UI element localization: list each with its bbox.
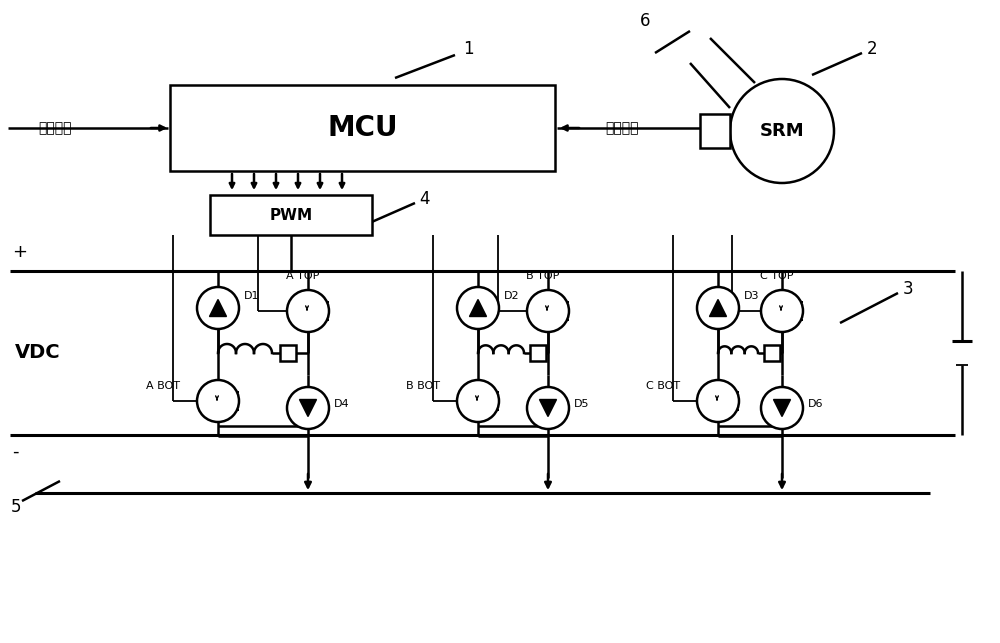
Text: C BOT: C BOT [646, 381, 680, 391]
Text: 1: 1 [463, 40, 473, 58]
Bar [170, 85, 555, 171]
Circle shape [730, 79, 834, 183]
Text: B BOT: B BOT [406, 381, 440, 391]
Text: D2: D2 [504, 291, 520, 301]
Bar [700, 114, 730, 148]
Text: 位置信号: 位置信号 [605, 121, 639, 135]
Circle shape [197, 287, 239, 329]
Text: D3: D3 [744, 291, 760, 301]
Bar [530, 345, 546, 361]
Text: 2: 2 [867, 40, 877, 58]
Text: 电流信号: 电流信号 [38, 121, 72, 135]
Circle shape [527, 290, 569, 332]
Text: 3: 3 [903, 280, 913, 298]
Circle shape [761, 387, 803, 429]
Text: 5: 5 [11, 498, 21, 516]
Circle shape [697, 380, 739, 422]
Circle shape [457, 380, 499, 422]
Text: +: + [12, 243, 27, 261]
Text: A TOP: A TOP [286, 271, 320, 281]
Circle shape [287, 387, 329, 429]
Text: B TOP: B TOP [526, 271, 560, 281]
Text: SRM: SRM [760, 122, 804, 140]
Text: A BOT: A BOT [146, 381, 180, 391]
Circle shape [287, 290, 329, 332]
Bar [280, 345, 296, 361]
Circle shape [697, 287, 739, 329]
Circle shape [197, 380, 239, 422]
Text: 6: 6 [640, 12, 650, 30]
Polygon shape [540, 399, 556, 417]
Polygon shape [774, 399, 790, 417]
Polygon shape [210, 300, 226, 316]
Polygon shape [300, 399, 316, 417]
Bar [210, 195, 372, 235]
Text: MCU: MCU [327, 114, 398, 142]
Bar [764, 345, 780, 361]
Text: PWM: PWM [269, 208, 313, 222]
Circle shape [457, 287, 499, 329]
Text: D4: D4 [334, 399, 350, 409]
Text: D5: D5 [574, 399, 590, 409]
Text: -: - [12, 443, 18, 461]
Circle shape [527, 387, 569, 429]
Polygon shape [710, 300, 726, 316]
Text: D1: D1 [244, 291, 260, 301]
Text: D6: D6 [808, 399, 824, 409]
Text: C TOP: C TOP [760, 271, 794, 281]
Text: VDC: VDC [15, 343, 61, 363]
Circle shape [761, 290, 803, 332]
Text: 4: 4 [420, 190, 430, 208]
Polygon shape [470, 300, 486, 316]
